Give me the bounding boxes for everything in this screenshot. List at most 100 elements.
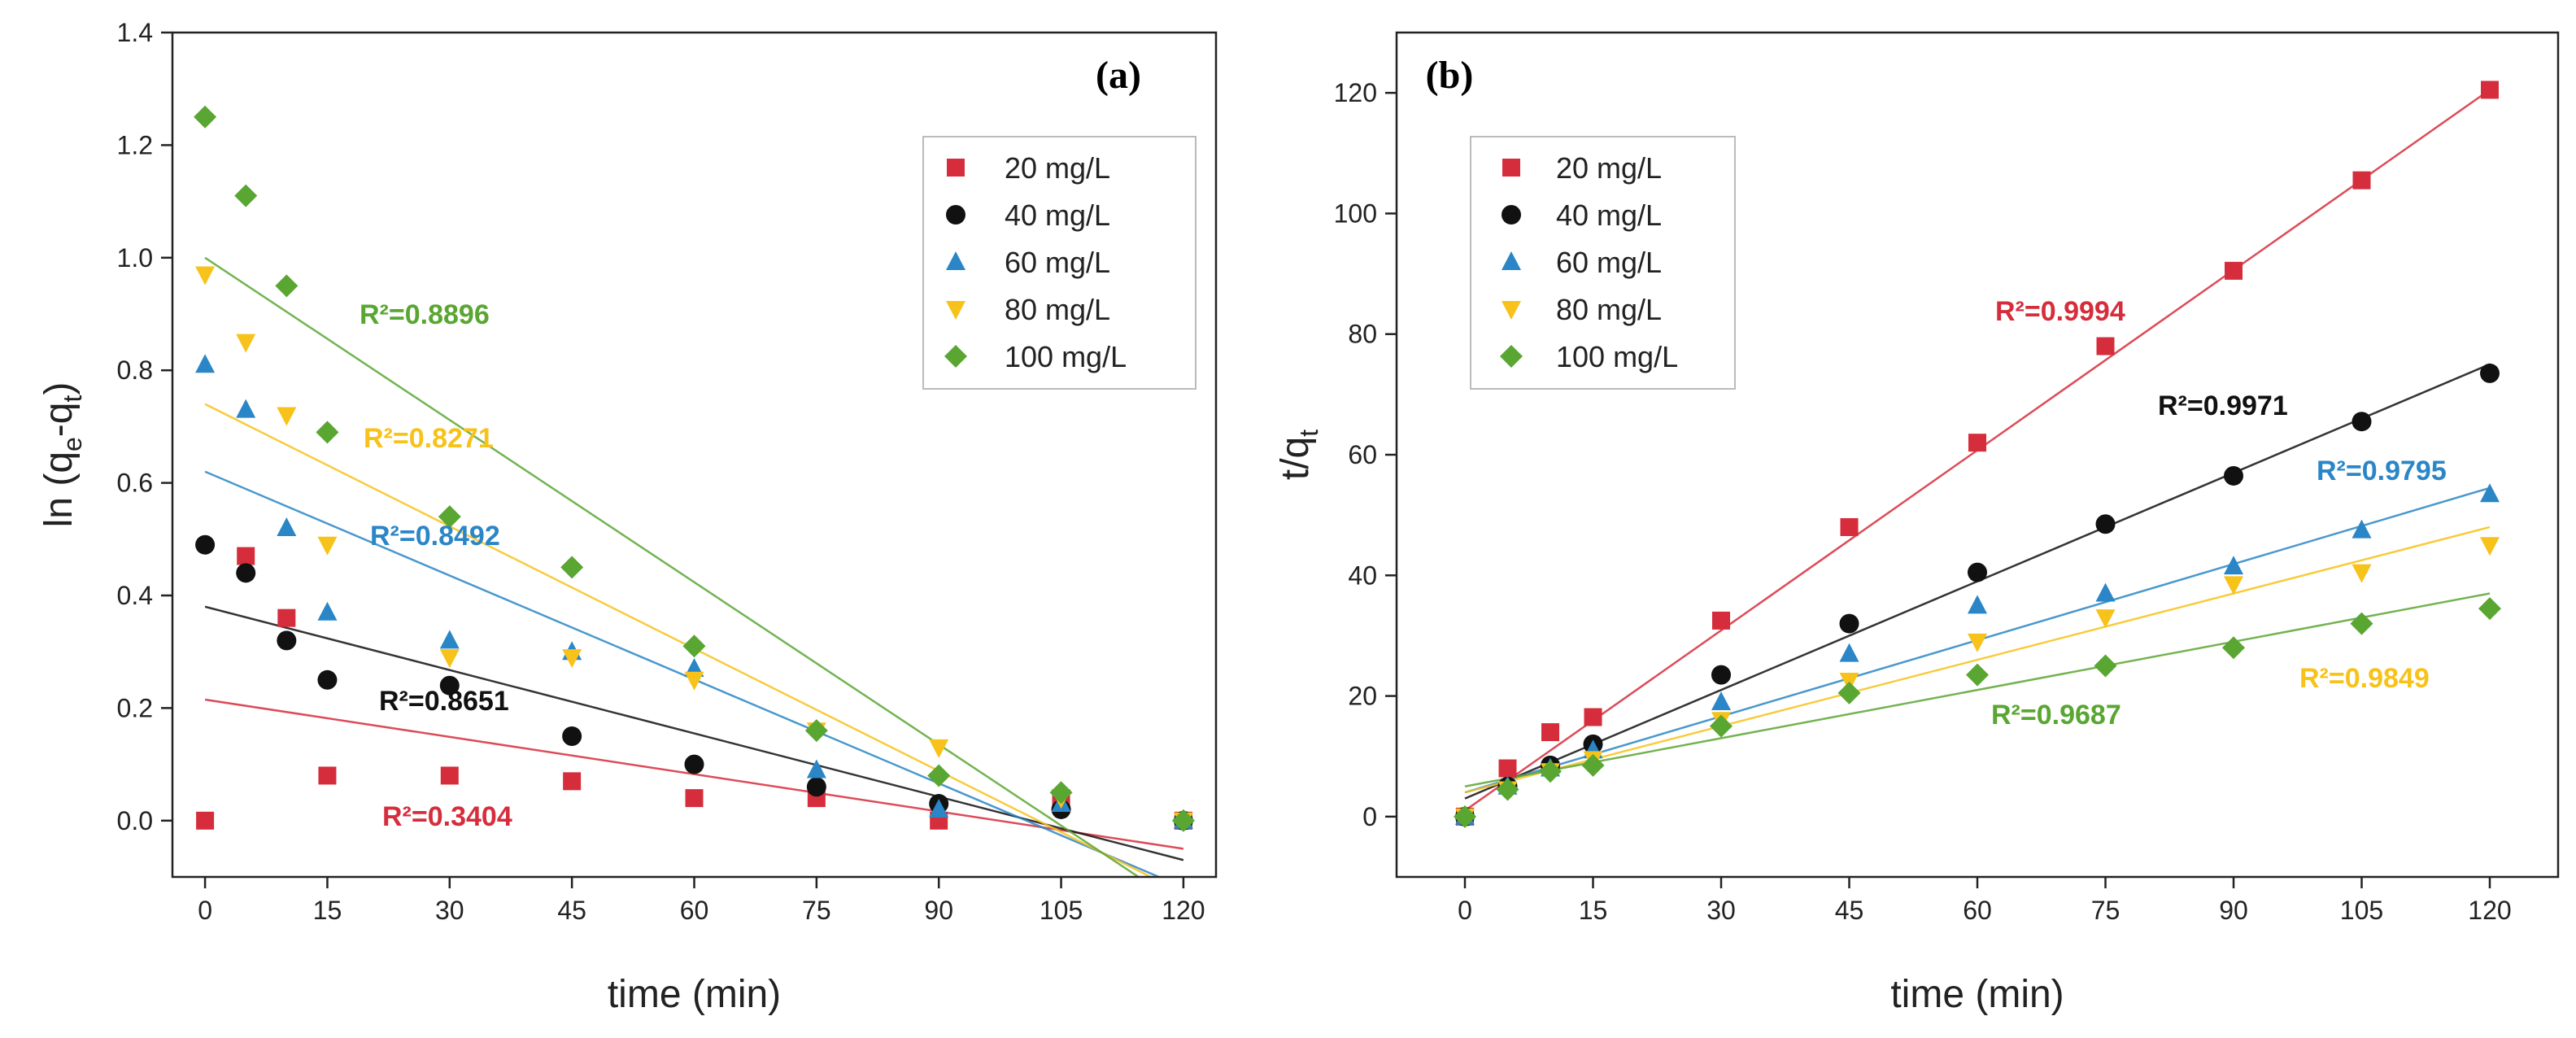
data-point-s4-2 [275,274,299,298]
legend-label-4: 100 mg/L [1556,340,1678,373]
data-point-s1-5 [562,726,582,746]
data-point-s2-6 [1968,595,1987,614]
x-axis-title: time (min) [608,973,781,1016]
y-tick-label: 0.4 [117,581,153,610]
data-point-s4-3 [316,421,339,444]
y-tick-label: 40 [1348,560,1377,590]
fit-line-2 [204,470,1160,879]
y-tick-label: 80 [1348,320,1377,349]
data-point-s0-2 [277,608,296,627]
data-point-s0-3 [318,766,337,785]
r2-annotation-0: R²=0.3404 [382,801,512,832]
x-tick-label: 15 [1579,896,1608,925]
x-tick-label: 105 [1040,896,1083,925]
data-point-s4-0 [1454,805,1476,828]
fit-line-4 [1464,592,2491,788]
data-point-s0-9 [2352,171,2371,190]
x-tick-label: 60 [680,896,709,925]
data-point-s4-9 [2350,612,2373,635]
y-axis-title-subscript: e [58,437,87,451]
legend-label-3: 80 mg/L [1556,293,1662,326]
data-point-s2-0 [195,354,216,373]
y-axis-title-part: ) [37,382,81,395]
data-point-s3-2 [277,407,297,426]
y-tick-label: 1.4 [117,18,153,47]
data-point-s0-3 [1584,708,1602,726]
y-axis-title-part: -q [37,403,81,438]
panel-label: (b) [1426,54,1474,97]
x-axis-title: time (min) [1890,973,2064,1016]
data-point-s3-6 [1968,633,1987,652]
data-point-s4-9 [1049,781,1073,805]
data-point-s4-3 [1581,753,1605,777]
data-point-s1-0 [195,534,216,555]
data-point-s0-1 [237,547,255,565]
y-tick-label: 1.2 [117,130,153,159]
data-point-s4-8 [2222,636,2245,660]
r2-annotation-3: R²=0.9849 [2299,663,2430,694]
data-point-s4-1 [234,184,258,207]
data-point-s1-4 [1711,665,1731,685]
y-tick-label: 0.8 [117,355,153,385]
y-axis-title-subscript: t [58,395,87,403]
data-point-s4-0 [194,105,217,129]
legend-marker-2 [1502,251,1521,270]
data-point-s4-10 [2478,597,2501,621]
data-point-s2-8 [929,798,949,818]
data-point-s4-2 [1539,760,1562,783]
data-point-s2-7 [806,759,826,778]
data-point-s4-5 [1837,681,1861,704]
r2-annotation-2: R²=0.9795 [2317,456,2447,486]
x-tick-label: 60 [1963,896,1992,925]
legend-label-4: 100 mg/L [1005,340,1127,373]
r2-annotation-1: R²=0.9971 [2158,390,2288,421]
x-tick-label: 45 [557,896,586,925]
data-point-s0-5 [1840,517,1859,536]
legend-marker-4 [1500,345,1523,368]
legend-label-2: 60 mg/L [1556,246,1662,279]
data-point-s3-3 [317,536,338,556]
legend-box [922,136,1196,390]
y-tick-label: 100 [1334,198,1377,228]
r2-annotation-2: R²=0.8492 [370,521,500,552]
data-point-s3-8 [2224,576,2243,595]
panel-a-chart: 0 15 30 45 60 75 90 105 120 0.0 0.2 0.4 0.6 0.8 1.0 1.2… [37,18,1218,1016]
data-point-s0-4 [440,766,459,785]
fit-line-0 [204,698,1184,850]
legend-marker-4 [944,345,967,368]
y-tick-label: 0 [1362,802,1377,831]
legend-marker-2 [946,251,965,270]
legend-label-1: 40 mg/L [1556,198,1662,232]
data-point-s0-10 [2481,81,2499,99]
data-point-s4-8 [927,764,951,787]
r2-annotation-4: R²=0.8896 [360,299,490,330]
y-axis-title-part: t/q [1274,437,1317,480]
x-tick-label: 0 [1458,896,1472,925]
y-tick-label: 0.0 [117,806,153,835]
x-tick-label: 75 [2091,896,2121,925]
x-tick-label: 15 [313,896,342,925]
data-point-s3-6 [684,671,704,691]
legend-label-2: 60 mg/L [1005,246,1110,279]
data-point-s3-9 [2352,564,2372,583]
data-point-s2-3 [317,601,338,621]
data-point-s0-2 [1541,723,1559,742]
data-point-s4-4 [1710,714,1733,738]
data-point-s2-7 [2095,582,2116,602]
panel-b-chart: 0 15 30 45 60 75 90 105 120 0 20 40 60 80 100 120 time (… [1274,31,2560,1016]
data-point-s3-0 [195,266,216,286]
data-point-s4-10 [1171,809,1195,832]
data-point-s4-7 [804,719,828,743]
y-axis-title: t/qt [1274,430,1323,480]
data-point-s2-2 [277,517,297,536]
data-point-s3-7 [2095,609,2116,629]
x-tick-label: 30 [435,896,464,925]
data-point-s2-10 [2480,483,2500,503]
y-axis-title-part: ln (q [37,451,81,527]
data-point-s0-8 [2225,261,2243,280]
legend-label-1: 40 mg/L [1005,198,1110,232]
data-point-s4-1 [1496,778,1519,801]
data-point-s2-4 [439,630,460,649]
data-point-s4-6 [1966,663,1989,687]
data-point-s0-5 [563,772,582,791]
